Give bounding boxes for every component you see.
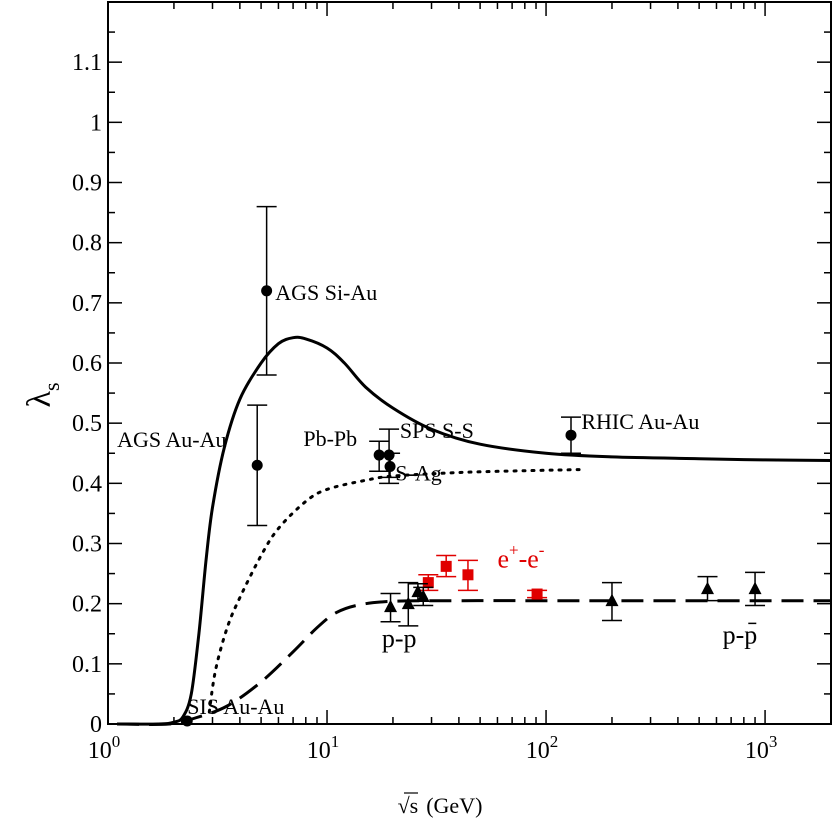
heavy-ion-point [247,404,268,527]
y-tick-label: 0.9 [72,171,102,197]
heavy-ion-point [379,428,400,485]
p-p-point [697,575,718,602]
square-marker [440,560,452,572]
x-tick-label-exponent: 1 [331,732,340,751]
circle-marker [565,429,577,441]
e+e--point [418,574,439,592]
p-p-point [745,571,766,607]
axis-ticks [107,2,832,725]
square-marker [462,569,474,581]
y-tick-label: 0.3 [72,532,102,558]
ee-label-minus: - [539,541,545,560]
heavy-ion-point [256,205,277,376]
triangle-marker [384,599,398,613]
triangle-marker [401,596,415,610]
triangle-marker [748,581,762,595]
x-tick-label: 103 [745,732,778,764]
circle-marker [251,459,263,471]
heavy-ion-point [561,416,582,454]
circle-marker [373,449,385,461]
plot-frame [107,1,832,725]
y-tick-label: 1.1 [72,50,102,76]
y-axis-label: λs [21,382,64,407]
annotation-p-p: p-p [382,624,417,653]
x-tick-label-base: 10 [745,738,769,764]
x-tick-label-base: 10 [88,738,112,764]
e+e--point [436,554,457,578]
x-axis-label-unit: (GeV) [426,793,482,818]
triangle-marker [416,589,430,602]
y-tick-label: 1 [90,110,102,136]
y-axis-label-lambda: λ [21,391,58,408]
y-tick-label: 0.7 [72,291,102,317]
x-tick-label-exponent: 2 [550,732,559,751]
ee-label-plus: + [509,541,519,560]
pp-fit-curve [117,599,831,726]
ee-label: e+-e- [497,541,544,574]
y-tick-label: 0.6 [72,351,102,377]
ee-label-dash-e: -e [519,545,539,574]
y-tick-label: 0.1 [72,652,102,678]
annotation-ags-si-au: AGS Si-Au [275,280,377,305]
heavy-ion-fit-curve [117,335,832,726]
triangle-marker [605,593,619,607]
circle-marker [384,460,396,472]
e+e--point [527,588,548,600]
y-tick-label: 0.5 [72,411,102,437]
x-tick-label: 102 [526,732,559,764]
x-tick-label-base: 10 [526,738,550,764]
y-axis-label-subscript: s [39,382,64,391]
x-tick-label-base: 10 [307,738,331,764]
x-axis-label: √s (GeV) [398,793,483,818]
annotation-s-ag: S-Ag [395,460,441,485]
x-tick-label: 100 [88,732,121,764]
x-tick-label: 101 [307,732,340,764]
annotation-ags-au-au: AGS Au-Au [117,427,226,452]
fit-curves [117,335,832,726]
data-points [181,205,766,727]
heavy-ion-point [369,440,390,473]
heavy-ion-point [380,452,401,479]
circle-marker [383,449,395,461]
p-p-point [601,581,622,622]
x-tick-label-exponent: 0 [112,732,121,751]
e+e--point [457,559,478,592]
y-tick-label: 0.8 [72,231,102,257]
annotation-p-pbar: p-p [723,620,758,649]
annotation-pb-pb: Pb-Pb [303,426,357,451]
p-p-point [398,581,419,627]
circle-marker [261,285,273,297]
x-axis-label-sqrt-s: √s [398,793,419,818]
dotted-fit-curve [207,468,587,714]
annotation-rhic-au-au: RHIC Au-Au [581,409,699,434]
y-tick-label: 0 [90,712,102,738]
p-p-point [380,592,401,623]
annotation-sis-au-au: SIS Au-Au [187,694,284,719]
triangle-marker [701,581,715,595]
ee-label-e: e [497,545,509,574]
y-tick-label: 0.2 [72,592,102,618]
p-p-point [413,586,434,607]
x-tick-label-exponent: 3 [769,732,778,751]
square-marker [531,588,543,600]
annotations: AGS Si-Au AGS Au-Au Pb-Pb SPS S-S S-Ag RHIC A… [117,280,757,719]
square-marker [422,577,434,589]
y-tick-label: 0.4 [72,471,102,497]
annotation-sps-s-s: SPS S-S [400,418,474,443]
